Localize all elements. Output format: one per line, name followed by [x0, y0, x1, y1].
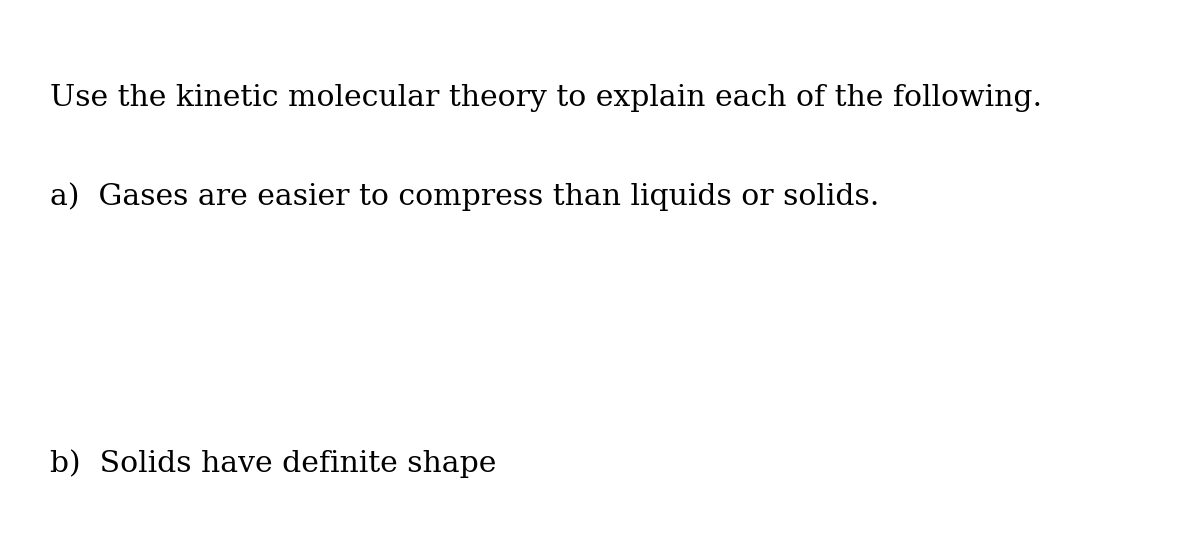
Text: b)  Solids have definite shape: b) Solids have definite shape: [50, 450, 497, 479]
Text: Use the kinetic molecular theory to explain each of the following.: Use the kinetic molecular theory to expl…: [50, 84, 1042, 112]
Text: a)  Gases are easier to compress than liquids or solids.: a) Gases are easier to compress than liq…: [50, 183, 879, 211]
